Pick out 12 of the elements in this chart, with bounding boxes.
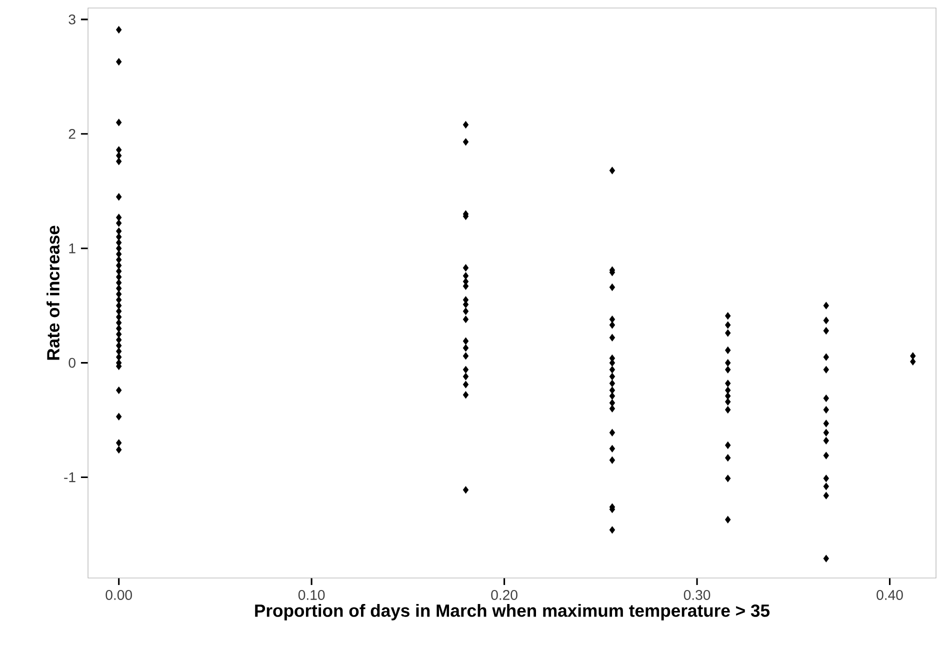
x-tick-label: 0.20	[491, 590, 518, 600]
y-tick-label: 3	[68, 14, 76, 24]
x-tick-label: 0.40	[876, 590, 903, 600]
x-tick-label: 0.00	[106, 590, 132, 600]
x-tick-label: 0.10	[298, 590, 325, 600]
y-tick-label: 2	[68, 128, 76, 139]
y-tick-label: 0	[68, 358, 76, 368]
y-axis-title: Rate of increase	[46, 226, 60, 360]
y-tick-label: -1	[64, 472, 76, 482]
x-tick-label: 0.30	[684, 590, 710, 600]
y-tick-label: 1	[69, 244, 76, 254]
x-axis-title: Proportion of days in March when maximum temperature > 35	[255, 604, 770, 620]
